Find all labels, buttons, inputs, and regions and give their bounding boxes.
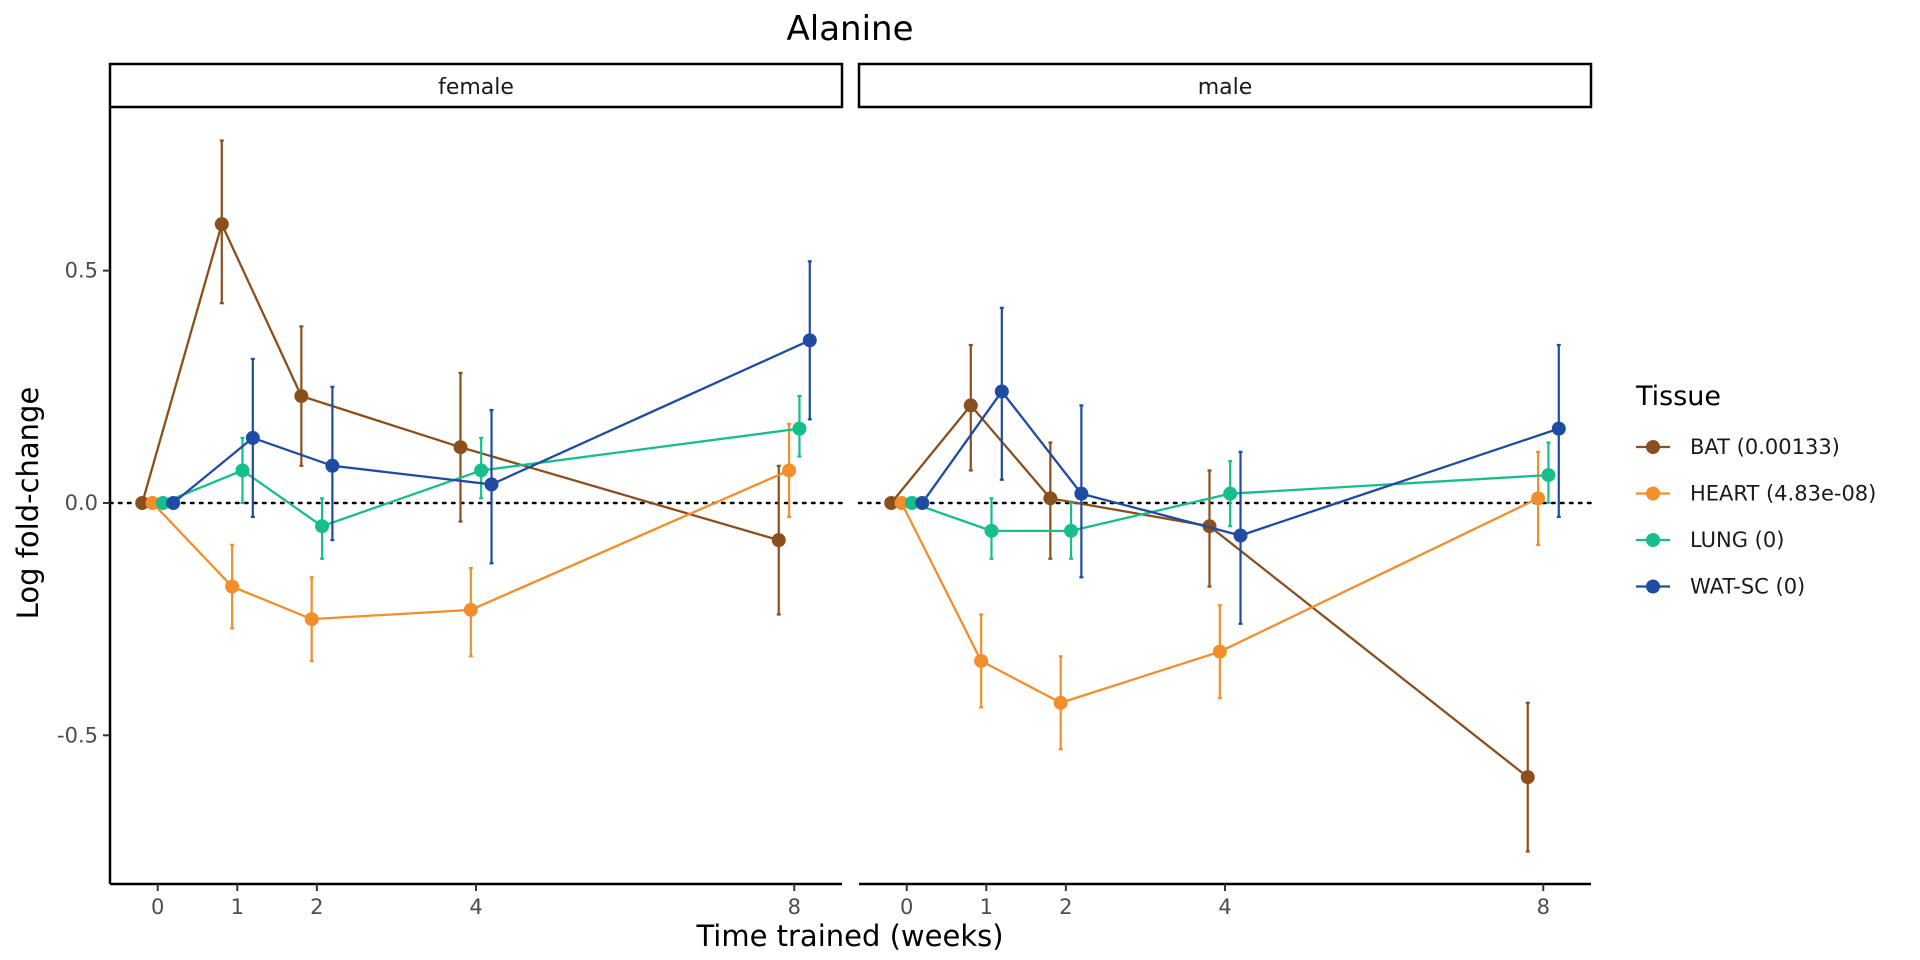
legend-key-point — [1646, 533, 1660, 547]
legend-label: BAT (0.00133) — [1690, 435, 1840, 459]
data-point — [1053, 695, 1068, 710]
strip-female — [108, 62, 844, 109]
data-point — [771, 533, 786, 548]
legend-item: BAT (0.00133) — [1636, 435, 1840, 459]
legend: Tissue BAT (0.00133) HEART (4.83e-08) LUNG… — [1635, 381, 1876, 599]
data-point — [1520, 770, 1535, 785]
data-point — [1531, 491, 1546, 506]
data-point — [1541, 468, 1556, 483]
chart-title: Alanine — [786, 9, 913, 49]
x-tick-label: 8 — [788, 895, 801, 919]
data-point — [214, 217, 229, 232]
data-point — [1223, 486, 1238, 501]
x-tick-label: 1 — [231, 895, 244, 919]
x-tick-label: 8 — [1537, 895, 1550, 919]
data-point — [894, 495, 909, 510]
strip-label-male: male — [1198, 75, 1253, 100]
series-1 — [894, 450, 1546, 751]
data-point — [792, 421, 807, 436]
data-point — [1233, 528, 1248, 543]
data-point — [225, 579, 240, 594]
legend-title: Tissue — [1635, 381, 1721, 412]
data-point — [1212, 644, 1227, 659]
data-point — [155, 495, 170, 510]
data-point — [463, 602, 478, 617]
data-point — [1551, 421, 1566, 436]
data-point — [166, 495, 181, 510]
x-tick-label: 0 — [900, 895, 913, 919]
data-point — [304, 612, 319, 627]
legend-items: BAT (0.00133) HEART (4.83e-08) LUNG (0) WAT… — [1636, 435, 1876, 599]
legend-key-point — [1646, 579, 1660, 594]
legend-item: HEART (4.83e-08) — [1636, 482, 1876, 506]
legend-item: WAT-SC (0) — [1636, 575, 1805, 599]
series-2 — [155, 394, 807, 560]
series-1 — [145, 422, 797, 663]
data-point — [1064, 523, 1079, 538]
legend-label: LUNG (0) — [1690, 528, 1784, 552]
data-point — [915, 495, 930, 510]
x-tick-label: 2 — [310, 895, 323, 919]
x-axis-title: Time trained (weeks) — [695, 919, 1003, 953]
x-tick-label: 2 — [1059, 895, 1072, 919]
legend-key-point — [1646, 486, 1660, 501]
data-point — [994, 384, 1009, 399]
series-2 — [904, 441, 1556, 560]
data-point — [484, 477, 499, 492]
series-0 — [135, 139, 786, 616]
data-point — [904, 495, 919, 510]
y-tick-label: -0.5 — [57, 723, 98, 747]
legend-label: HEART (4.83e-08) — [1690, 482, 1876, 506]
data-point — [294, 389, 309, 404]
y-axis-title: Log fold-change — [11, 387, 45, 620]
data-point — [453, 440, 468, 455]
x-tick-label: 1 — [980, 895, 993, 919]
data-point — [135, 495, 150, 510]
series-0 — [884, 343, 1535, 853]
strip-male — [857, 62, 1593, 109]
panel-male: male 0 1 2 4 8 — [857, 62, 1593, 919]
legend-key-point — [1646, 440, 1660, 454]
data-point — [1074, 486, 1089, 501]
legend-label: WAT-SC (0) — [1690, 575, 1805, 599]
series-line — [890, 403, 1529, 779]
x-tick-label: 0 — [151, 895, 164, 919]
data-point — [1043, 491, 1058, 506]
series-3 — [166, 260, 817, 565]
data-point — [974, 653, 989, 668]
y-tick-label: 0.0 — [65, 491, 98, 515]
x-tick-label: 4 — [469, 895, 482, 919]
data-point — [963, 398, 978, 413]
data-point — [145, 495, 160, 510]
data-point — [884, 495, 899, 510]
data-point — [325, 458, 340, 473]
data-point — [315, 519, 330, 534]
data-point — [984, 523, 999, 538]
panel-female: female 0 1 2 4 8 — [108, 62, 844, 919]
y-axis: -0.5 0.0 0.5 — [57, 108, 112, 884]
strip-label-female: female — [438, 75, 514, 100]
data-point — [235, 463, 250, 478]
data-point — [802, 333, 817, 348]
series-3 — [915, 306, 1566, 625]
y-tick-label: 0.5 — [65, 259, 98, 283]
data-point — [782, 463, 797, 478]
facet-panels: female 0 1 2 4 8 male 0 1 2 4 8 — [108, 62, 1593, 919]
data-point — [245, 430, 260, 445]
legend-item: LUNG (0) — [1636, 528, 1784, 552]
x-tick-label: 4 — [1218, 895, 1231, 919]
data-point — [474, 463, 489, 478]
